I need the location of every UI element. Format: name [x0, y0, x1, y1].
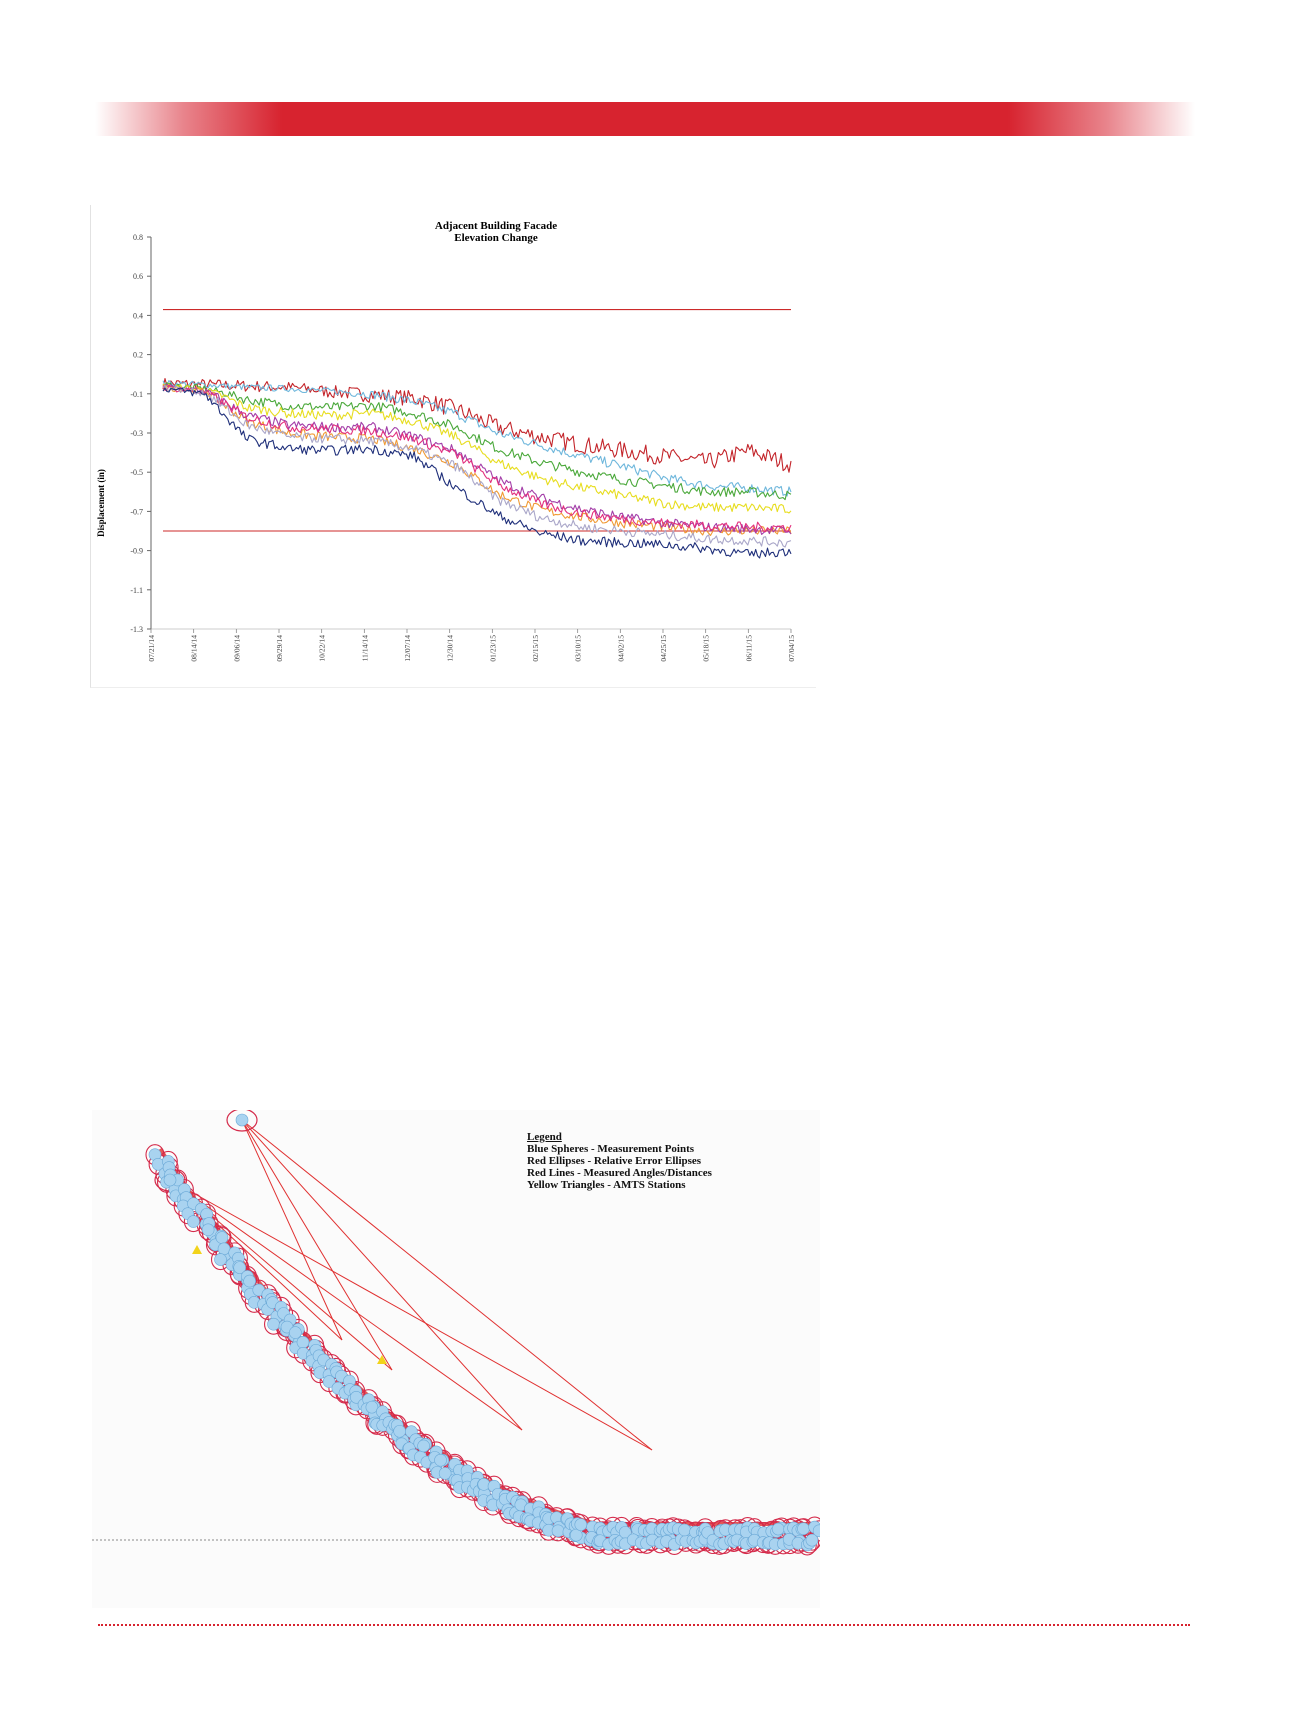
y-tick-label: -0.7	[130, 507, 143, 516]
x-tick-label: 09/29/14	[275, 635, 284, 662]
measured-line	[241, 1119, 653, 1451]
measurement-sphere	[267, 1317, 280, 1331]
x-tick-label: 05/18/15	[702, 635, 711, 662]
measurement-sphere	[243, 1274, 256, 1288]
y-tick-label: -0.3	[130, 429, 143, 438]
y-tick-label: -1.3	[130, 625, 143, 634]
measurement-sphere	[438, 1467, 452, 1480]
y-tick-label: -0.5	[130, 468, 143, 477]
measurement-sphere	[365, 1400, 379, 1414]
y-axis-label: Displacement (in)	[96, 469, 106, 537]
legend-item-lines: Red Lines - Measured Angles/Distances	[527, 1167, 712, 1179]
measurement-sphere	[215, 1231, 229, 1244]
x-tick-label: 07/21/14	[147, 635, 156, 662]
series-line	[162, 380, 792, 497]
chart-canvas: Adjacent Building Facade Elevation Chang…	[96, 220, 796, 662]
chart-subtitle: Elevation Change	[454, 232, 538, 244]
x-tick-label: 09/06/14	[232, 635, 241, 662]
x-tick-label: 12/30/14	[446, 635, 455, 662]
measurement-sphere	[322, 1375, 336, 1388]
series-lines	[162, 377, 792, 559]
y-tick-label: -0.1	[130, 390, 143, 399]
measured-line	[169, 1179, 523, 1431]
measurement-sphere	[214, 1253, 227, 1266]
measurement-sphere	[569, 1528, 583, 1542]
x-tick-label: 07/04/15	[787, 635, 796, 662]
legend-item-stations: Yellow Triangles - AMTS Stations	[527, 1179, 686, 1191]
measurement-sphere	[187, 1215, 200, 1228]
x-tick-label: 04/25/15	[659, 635, 668, 662]
series-line	[162, 384, 792, 533]
measurement-sphere	[296, 1336, 310, 1349]
y-tick-label: 0.2	[133, 351, 143, 360]
chart-title: Adjacent Building Facade	[435, 220, 557, 232]
y-tick-label: -1.1	[130, 586, 143, 595]
x-tick-label: 12/07/14	[403, 635, 412, 662]
measurement-points	[148, 1113, 826, 1552]
y-tick-label: -0.9	[130, 547, 143, 556]
survey-network-figure: Legend Blue Spheres - Measurement Points…	[92, 1108, 829, 1608]
measurement-sphere	[217, 1242, 231, 1256]
measured-line	[241, 1119, 343, 1341]
measurement-sphere	[235, 1113, 249, 1127]
series-line	[162, 387, 792, 559]
measurement-sphere	[771, 1522, 785, 1536]
measurement-sphere	[805, 1533, 819, 1547]
x-tick-label: 04/02/15	[616, 635, 625, 662]
measurement-sphere	[434, 1453, 447, 1467]
measurement-sphere	[393, 1424, 406, 1438]
x-tick-label: 01/23/15	[488, 635, 497, 662]
displacement-chart: Adjacent Building Facade Elevation Chang…	[90, 205, 816, 688]
network-legend: Legend Blue Spheres - Measurement Points…	[527, 1131, 712, 1191]
series-line	[162, 377, 792, 473]
measured-lines	[158, 1119, 815, 1526]
x-tick-label: 11/14/14	[360, 635, 369, 662]
x-tick-label: 02/15/15	[531, 635, 540, 662]
x-tick-label: 06/11/15	[744, 635, 753, 662]
amts-stations	[192, 1245, 387, 1364]
y-tick-label: 0.6	[133, 272, 143, 281]
x-axis-ticks: 07/21/14 08/14/14 09/06/14 09/29/14 10/22/14…	[147, 629, 796, 662]
measured-line-bundle	[158, 1147, 815, 1526]
x-tick-label: 10/22/14	[318, 635, 327, 662]
measured-line	[169, 1179, 653, 1451]
y-axis-ticks: 0.8 0.6 0.4 0.2 -0.1 -0.3 -0.5 -0.7 -0.9 -1.1 -1.3	[130, 233, 151, 634]
legend-item-ellipses: Red Ellipses - Relative Error Ellipses	[527, 1155, 702, 1167]
measurement-sphere	[417, 1439, 430, 1453]
measurement-sphere	[797, 1522, 810, 1536]
measurement-sphere	[551, 1524, 565, 1538]
legend-item-spheres: Blue Spheres - Measurement Points	[527, 1143, 695, 1155]
header-banner	[95, 102, 1195, 136]
measurement-sphere	[289, 1326, 302, 1339]
station-triangle-icon	[377, 1355, 387, 1364]
measurement-sphere	[163, 1173, 177, 1187]
series-line	[162, 382, 792, 501]
measured-line	[241, 1119, 523, 1431]
y-tick-label: 0.4	[133, 311, 143, 320]
x-tick-label: 08/14/14	[190, 635, 199, 662]
threshold-lines	[163, 308, 791, 532]
network-canvas	[92, 1108, 829, 1556]
station-triangle-icon	[192, 1245, 202, 1254]
footer-dotted-rule	[98, 1624, 1190, 1626]
measurement-sphere	[201, 1223, 215, 1237]
measurement-sphere	[233, 1261, 246, 1274]
measurement-sphere	[350, 1390, 363, 1404]
x-tick-label: 03/10/15	[574, 635, 583, 662]
y-tick-label: 0.8	[133, 233, 143, 242]
measurement-sphere	[678, 1523, 691, 1537]
measured-line	[241, 1119, 393, 1371]
legend-title: Legend	[527, 1131, 562, 1143]
series-line	[162, 383, 792, 514]
measurement-sphere	[574, 1518, 588, 1531]
series-line	[162, 384, 792, 548]
